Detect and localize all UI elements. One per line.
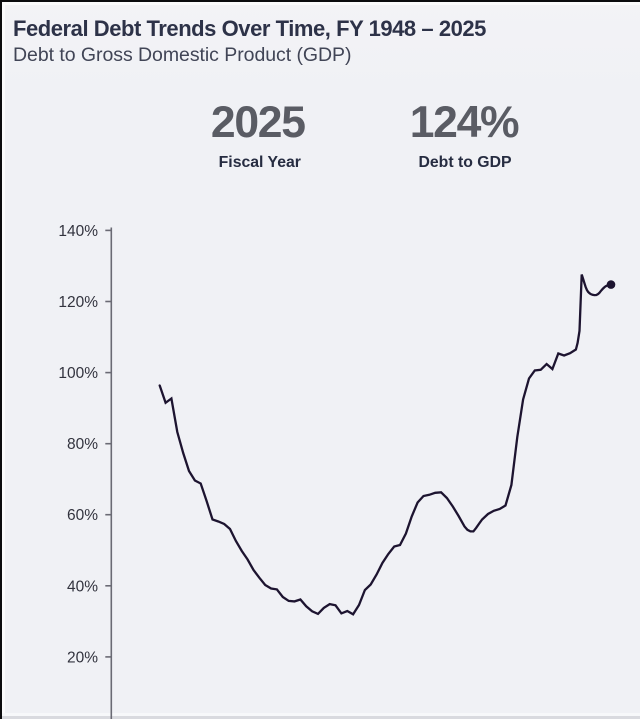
svg-text:80%: 80% bbox=[67, 436, 98, 453]
svg-text:40%: 40% bbox=[67, 578, 98, 595]
svg-text:60%: 60% bbox=[67, 507, 98, 524]
svg-text:100%: 100% bbox=[58, 365, 98, 382]
svg-text:20%: 20% bbox=[67, 649, 98, 666]
svg-text:140%: 140% bbox=[58, 223, 98, 240]
svg-text:120%: 120% bbox=[58, 294, 98, 311]
